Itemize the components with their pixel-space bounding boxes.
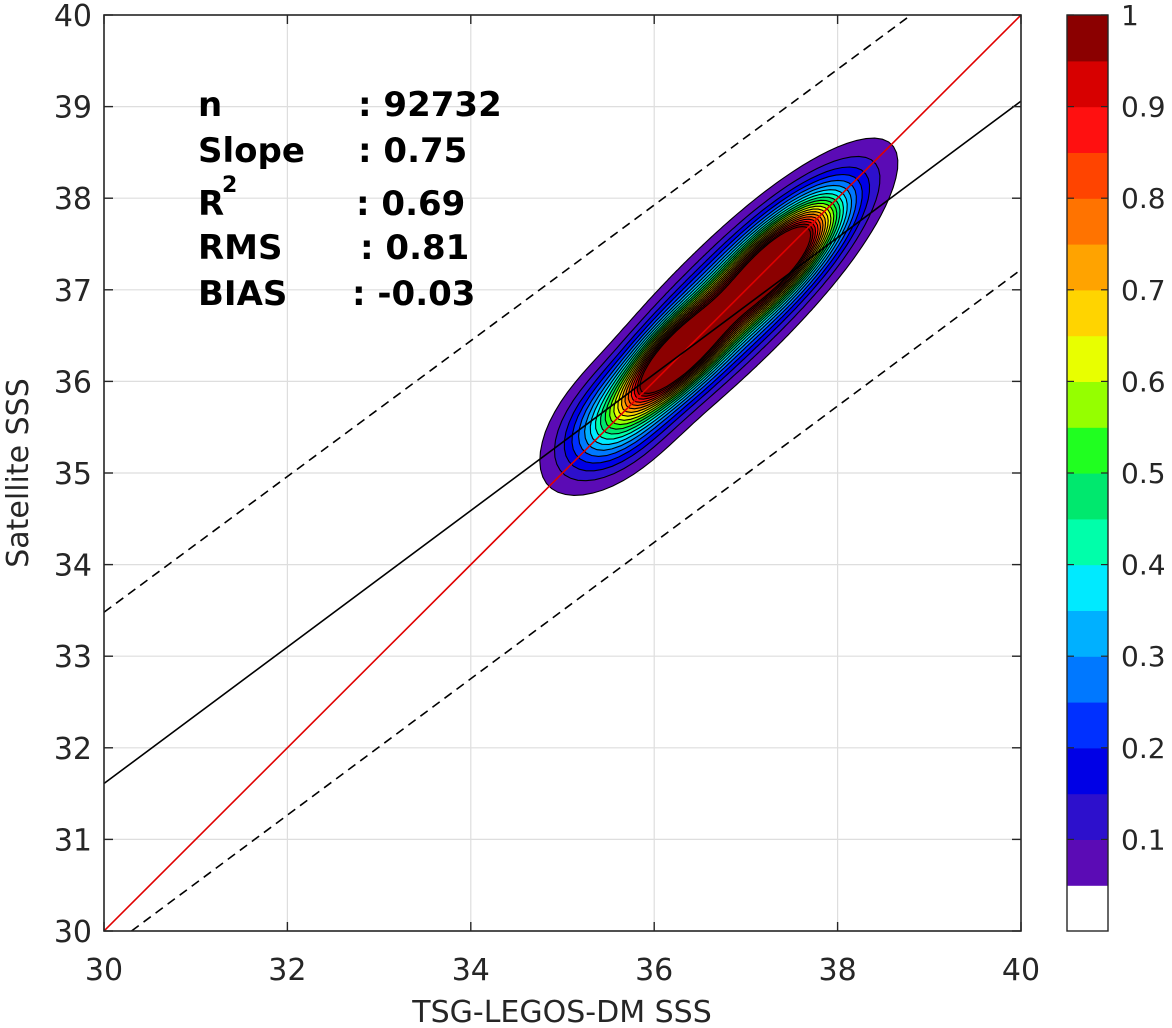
stats-box: n : 92732 Slope : 0.75 R 2 : 0.69 RMS : … [198,85,502,314]
y-tick-label: 30 [54,915,92,950]
colorbar-swatch [1067,702,1108,749]
colorbar-swatch [1067,656,1108,703]
colorbar-tick-label: 0.9 [1121,91,1166,124]
y-tick-label: 34 [54,549,92,584]
colorbar-swatch [1067,564,1108,611]
colorbar-swatch [1067,244,1108,291]
regression-lines [104,15,1021,931]
colorbar-swatch [1067,885,1108,932]
y-tick-label: 39 [54,91,92,126]
colorbar-tick-label: 1 [1121,0,1139,32]
colorbar-swatch [1067,518,1108,566]
fit-line [104,100,1021,785]
x-tick-label: 30 [85,953,123,988]
colorbar-swatch [1067,152,1108,199]
colorbar-tick-label: 0.2 [1121,732,1166,765]
colorbar: 0.1 0.2 0.3 0.4 0.5 0.6 0.7 0.8 0.9 1 [1066,0,1166,932]
colorbar-tick-label: 0.4 [1121,549,1166,582]
stat-rms-value: : 0.81 [360,228,469,268]
colorbar-swatch [1067,427,1108,474]
colorbar-swatch [1067,335,1108,382]
stat-bias-value: : -0.03 [352,274,475,314]
colorbar-tick-label: 0.7 [1121,274,1166,307]
colorbar-swatch [1067,747,1108,795]
y-tick-label: 36 [54,365,92,400]
colorbar-tick-label: 0.3 [1121,640,1166,673]
y-tick-label: 38 [54,182,92,217]
colorbar-swatch [1067,106,1108,153]
colorbar-swatch [1067,473,1108,520]
colorbar-swatch [1067,60,1108,108]
stat-n-label: n [198,85,222,125]
stat-bias-label: BIAS [198,274,287,314]
stat-rms-label: RMS [198,228,283,268]
y-tick-label: 32 [54,732,92,767]
grid [103,14,1022,932]
colorbar-tick-label: 0.8 [1121,182,1166,215]
x-tick-label: 38 [819,953,857,988]
stat-slope-label: Slope [198,131,305,171]
stat-r2-label: R [198,184,224,224]
y-tick-label: 40 [54,0,92,34]
stat-r2-value: : 0.69 [356,184,465,224]
x-tick-label: 32 [268,953,306,988]
stat-n-value: : 92732 [358,85,502,125]
colorbar-swatch [1067,198,1108,245]
colorbar-tick-label: 0.1 [1121,823,1166,856]
x-tick-label: 34 [452,953,490,988]
y-tick-label: 31 [54,823,92,858]
x-tick-label: 36 [635,953,673,988]
confidence-dashed-line [104,15,912,613]
colorbar-swatch [1067,15,1108,62]
colorbar-tick-label: 0.6 [1121,365,1166,398]
colorbar-swatch [1067,793,1108,840]
colorbar-swatch [1067,610,1108,657]
confidence-dashed-line [131,269,1021,931]
axis-ticks: 30 32 34 36 38 40 30 31 32 33 34 35 36 37 38 39 40 [54,0,1040,988]
x-tick-label: 40 [1002,953,1040,988]
fit-line [104,15,1021,931]
stat-r2-sup: 2 [222,173,237,198]
y-tick-label: 35 [54,457,92,492]
colorbar-swatch [1067,839,1108,886]
x-axis-label: TSG-LEGOS-DM SSS [411,995,712,1028]
stat-slope-value: : 0.75 [358,131,467,171]
colorbar-tick-label: 0.5 [1121,457,1166,490]
colorbar-swatch [1067,381,1108,428]
y-axis-label: Satellite SSS [1,378,36,568]
y-tick-label: 37 [54,274,92,309]
colorbar-swatch [1067,289,1108,337]
y-tick-label: 33 [54,640,92,675]
